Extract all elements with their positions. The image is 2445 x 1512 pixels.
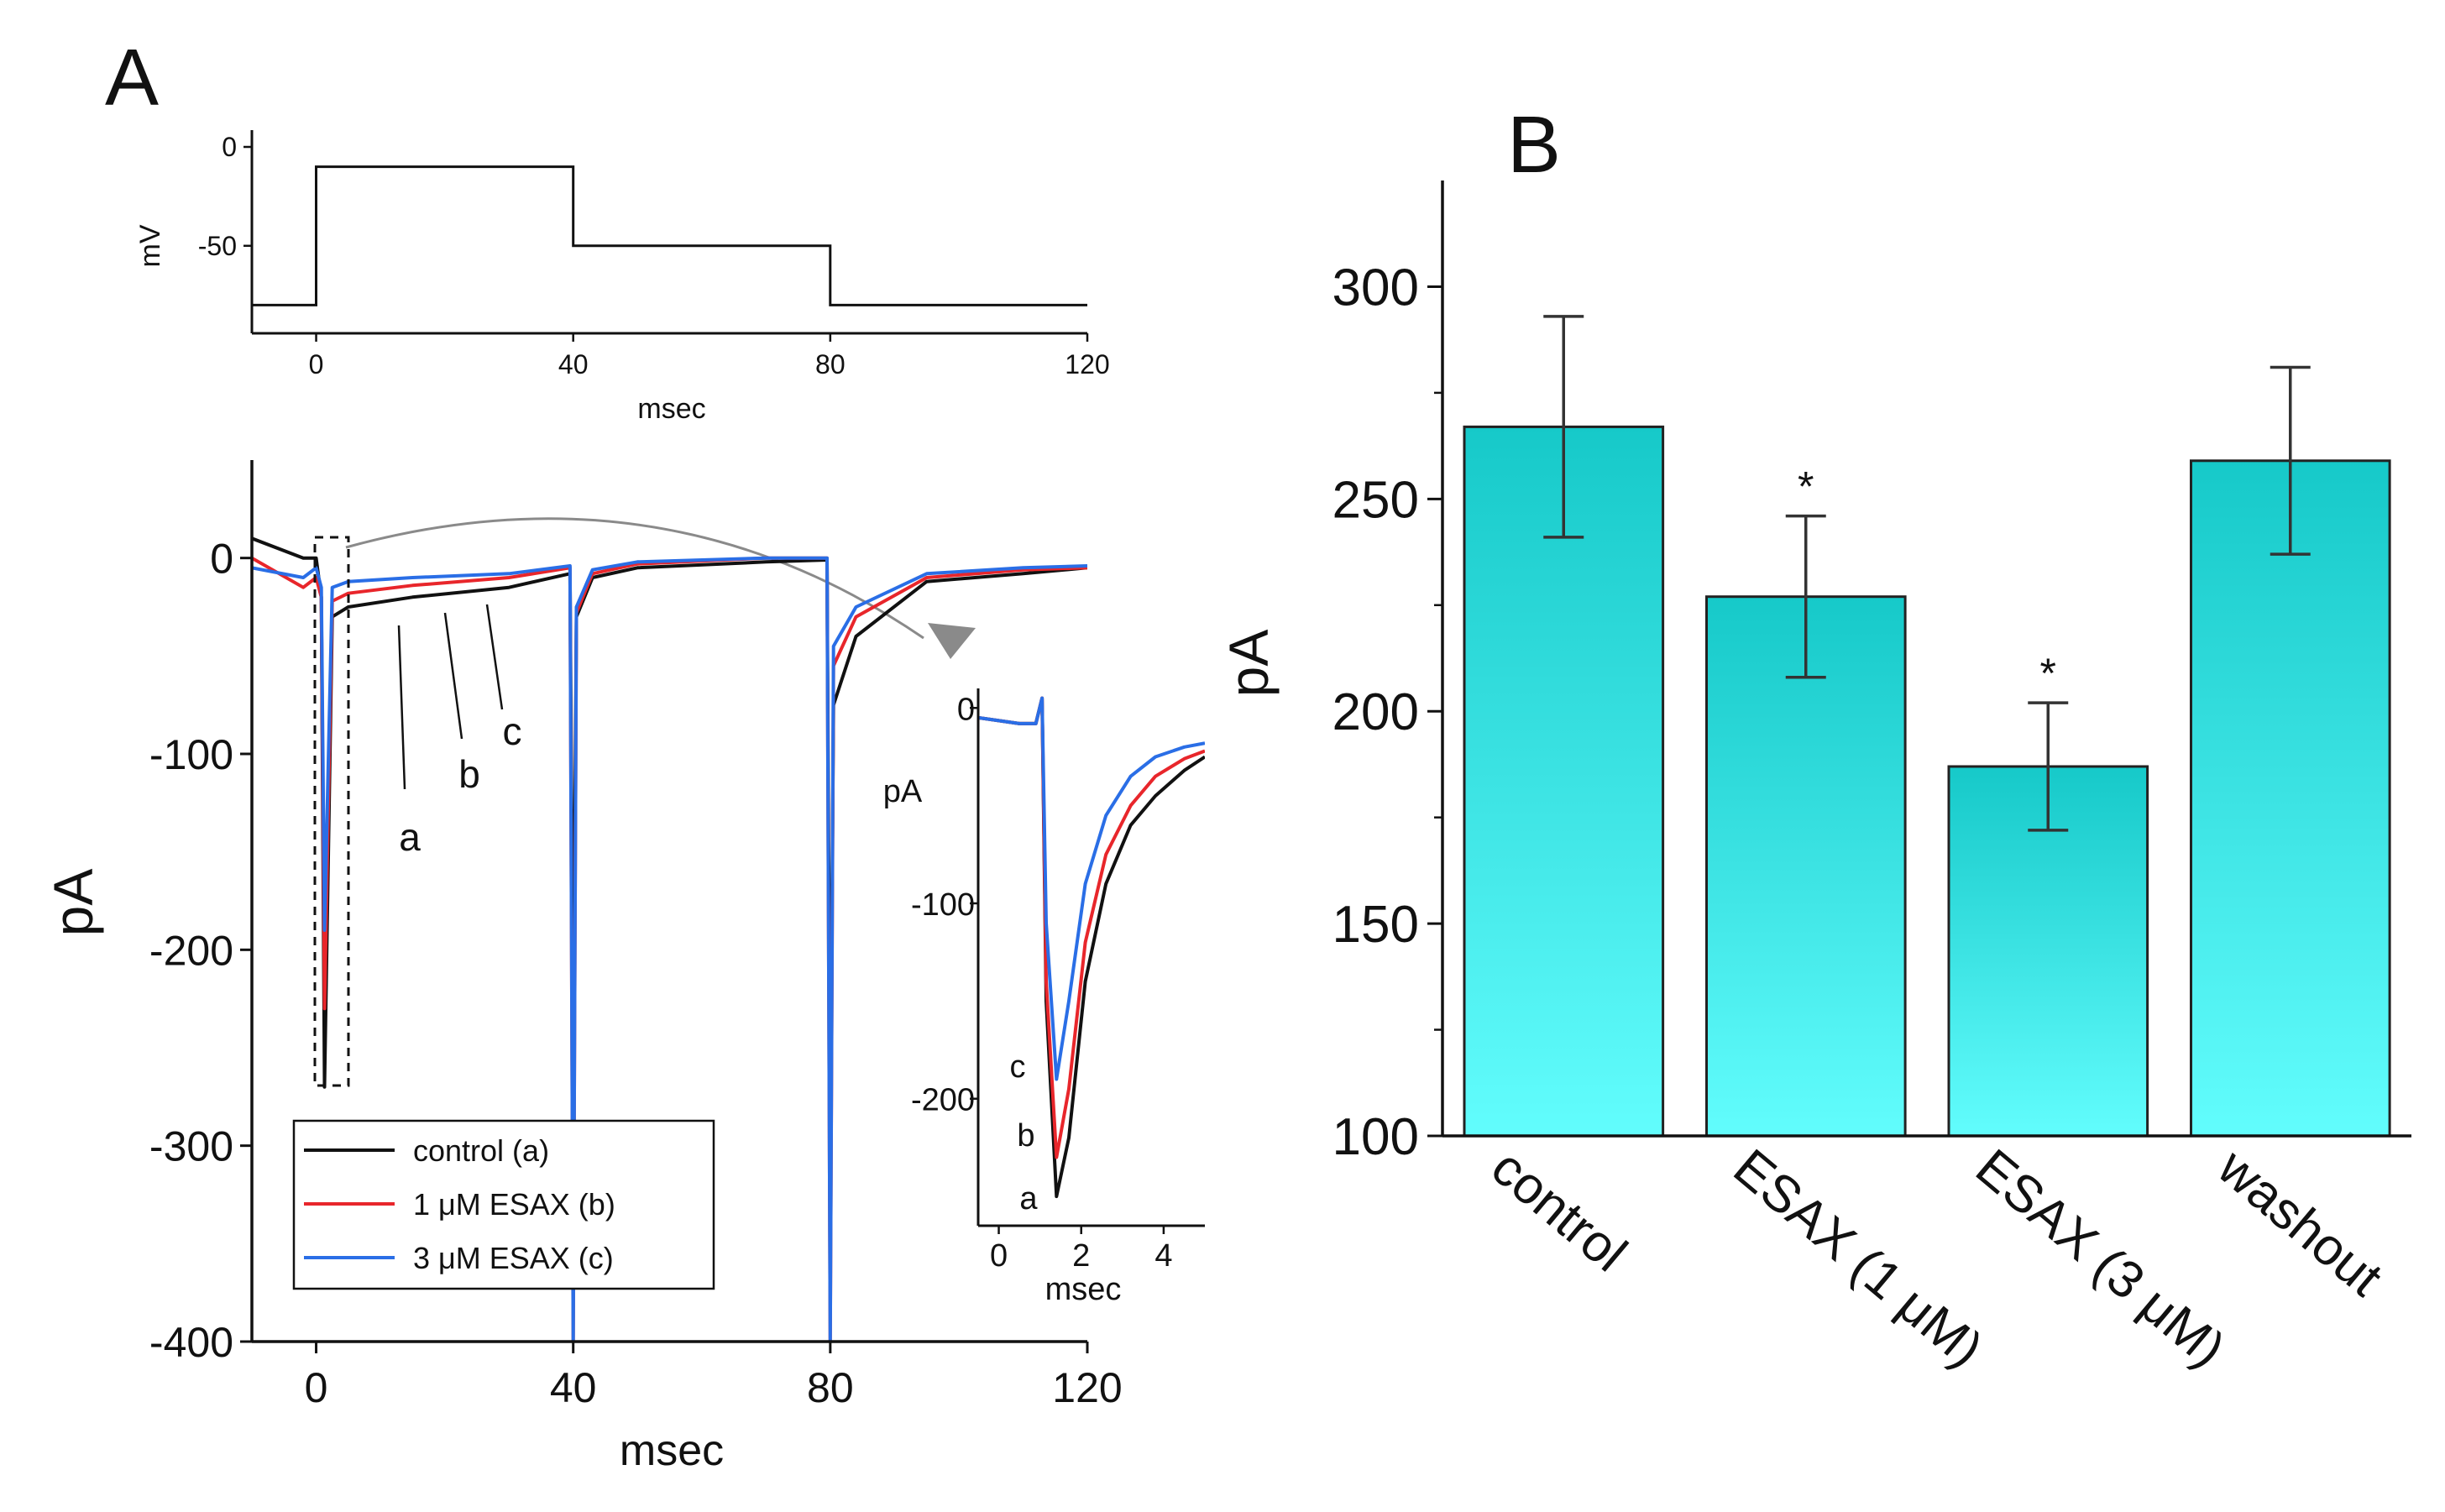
traces-xtick-label: 120 [1052, 1364, 1122, 1411]
inset-trace-label-a: a [1019, 1181, 1038, 1216]
protocol-xtick-label: 40 [558, 349, 589, 379]
bars-ytick-label: 250 [1332, 471, 1419, 529]
bars-axes: 100 150 200 250 300 [1332, 180, 2411, 1166]
inset-ytick-label: 0 [957, 692, 975, 727]
bar-washout [2190, 459, 2391, 1138]
trace-leader-c [485, 604, 504, 710]
traces-ytick-label: 0 [210, 536, 233, 583]
inset-xtick-label: 2 [1072, 1238, 1090, 1274]
inset-trace-label-b: b [1017, 1118, 1034, 1154]
protocol-trace [252, 165, 1087, 306]
inset-trace-3um-esax [978, 696, 1205, 1081]
protocol-ylabel: mV [134, 224, 166, 267]
traces-ytick-label: -100 [149, 731, 233, 778]
category-label-washout: washout [2207, 1138, 2393, 1307]
protocol-axes: 0 40 80 120 0 -50 [198, 130, 1110, 379]
bars-ytick-label: 150 [1332, 896, 1419, 954]
inset-ytick-label: -200 [911, 1083, 975, 1118]
traces-xlabel: msec [620, 1426, 724, 1475]
trace-label-a: a [399, 815, 421, 859]
legend-entry-3um: 3 μM ESAX (c) [413, 1241, 614, 1275]
inset-xtick-label: 4 [1154, 1238, 1172, 1274]
inset-xlabel: msec [1045, 1272, 1122, 1307]
traces-ytick-label: -400 [149, 1319, 233, 1366]
category-label-control: control [1480, 1138, 1637, 1283]
bar-esax-1um [1705, 595, 1907, 1138]
trace-leader-b [443, 612, 463, 740]
significance-marker-esax-1um: * [1798, 463, 1814, 510]
traces-legend: control (a) 1 μM ESAX (b) 3 μM ESAX (c) [292, 1119, 715, 1290]
bars-ytick-label: 100 [1332, 1108, 1419, 1166]
panel-label-b: B [1507, 100, 1561, 190]
category-label-esax-3um: ESAX (3 μM) [1965, 1138, 2235, 1379]
bar-control [1463, 425, 1665, 1138]
traces-ytick-label: -200 [149, 927, 233, 974]
bars-ytick-label: 200 [1332, 683, 1419, 741]
inset-ylabel: pA [883, 774, 923, 809]
inset-trace-control [978, 696, 1205, 1199]
traces-axes: 0 40 80 120 0 -100 -200 -300 -400 [149, 460, 1123, 1411]
inset-trace-label-c: c [1010, 1049, 1026, 1085]
protocol-ytick-label: 0 [222, 132, 237, 162]
peak-current-bar-chart: * * 100 150 200 250 300 control ESAX (1 μM)ESA… [1217, 180, 2411, 1379]
trace-label-c: c [503, 709, 522, 753]
legend-entry-control: control (a) [413, 1133, 549, 1168]
protocol-xtick-label: 120 [1065, 349, 1109, 379]
traces-ytick-label: -300 [149, 1123, 233, 1170]
inset-ytick-label: -100 [911, 887, 975, 923]
zoom-region-box [313, 536, 350, 1087]
bars-ylabel: pA [1217, 630, 1280, 698]
zoom-connector-arc [345, 517, 924, 640]
inset-xtick-label: 0 [990, 1238, 1008, 1274]
zoom-arrow-head [928, 623, 976, 659]
inset-trace-1um-esax [978, 696, 1205, 1159]
inset-axes: 0 2 4 0 -100 -200 [911, 688, 1205, 1274]
bars-ytick-label: 300 [1332, 259, 1419, 317]
category-label-esax-1um: ESAX (1 μM) [1723, 1138, 1993, 1379]
significance-marker-esax-3um: * [2040, 650, 2056, 697]
current-inset-chart: 0 2 4 0 -100 -200 pA msec a b c [883, 688, 1205, 1307]
protocol-xtick-label: 0 [309, 349, 324, 379]
traces-ylabel: pA [42, 869, 104, 937]
voltage-protocol-chart: 0 40 80 120 0 -50 mV msec [134, 130, 1110, 425]
protocol-xtick-label: 80 [815, 349, 846, 379]
traces-xtick-label: 40 [550, 1364, 597, 1411]
protocol-xlabel: msec [637, 393, 705, 425]
traces-xtick-label: 0 [305, 1364, 328, 1411]
protocol-ytick-label: -50 [198, 231, 237, 261]
legend-entry-1um: 1 μM ESAX (b) [413, 1187, 615, 1222]
trace-label-b: b [458, 752, 480, 796]
traces-xtick-label: 80 [807, 1364, 854, 1411]
trace-leader-a [397, 625, 406, 790]
trace-3um-esax [252, 556, 1087, 1342]
panel-label-a: A [105, 33, 159, 123]
